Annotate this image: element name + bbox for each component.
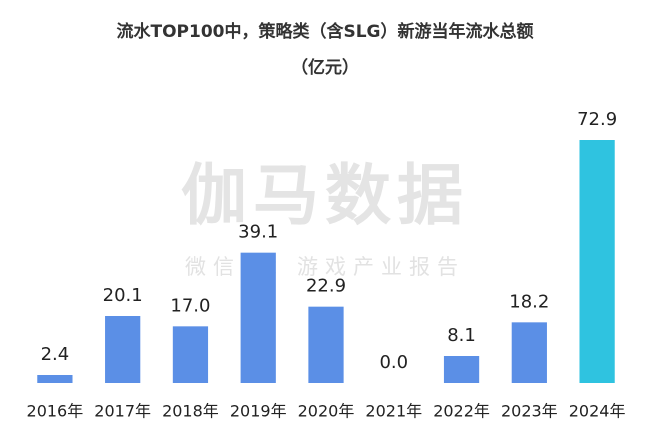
value-label: 72.9 bbox=[577, 109, 617, 130]
value-label: 8.1 bbox=[447, 325, 476, 346]
bar bbox=[308, 306, 344, 383]
value-label: 2.4 bbox=[41, 344, 70, 365]
bar bbox=[240, 252, 276, 383]
bar bbox=[511, 322, 547, 383]
value-label: 18.2 bbox=[509, 291, 549, 312]
x-tick-label: 2018年 bbox=[162, 402, 219, 421]
bar bbox=[443, 356, 480, 383]
value-label: 22.9 bbox=[306, 276, 346, 297]
x-tick-label: 2022年 bbox=[433, 402, 490, 421]
chart-unit: （亿元） bbox=[291, 57, 359, 78]
chart-title: 流水TOP100中，策略类（含SLG）新游当年流水总额 bbox=[116, 21, 533, 42]
bar bbox=[172, 326, 209, 383]
value-label: 39.1 bbox=[238, 222, 278, 243]
x-tick-label: 2016年 bbox=[27, 402, 84, 421]
bar bbox=[37, 375, 73, 383]
bar bbox=[579, 140, 615, 383]
x-tick-label: 2020年 bbox=[298, 402, 355, 421]
value-label: 20.1 bbox=[103, 285, 143, 306]
value-label: 0.0 bbox=[379, 352, 408, 373]
x-tick-label: 2023年 bbox=[501, 402, 558, 421]
x-tick-label: 2019年 bbox=[230, 402, 287, 421]
watermark-sub: 微信号：游戏产业报告 bbox=[185, 255, 465, 279]
x-tick-label: 2017年 bbox=[94, 402, 151, 421]
value-label: 17.0 bbox=[170, 295, 210, 316]
watermark: 伽马数据 bbox=[181, 157, 469, 234]
x-tick-label: 2021年 bbox=[365, 402, 422, 421]
x-tick-label: 2024年 bbox=[569, 402, 626, 421]
bar bbox=[105, 316, 141, 383]
